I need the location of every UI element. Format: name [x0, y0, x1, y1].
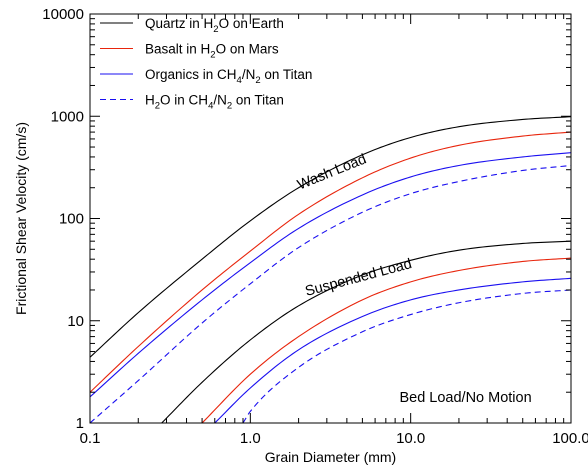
region-label-1: Wash Load: [295, 151, 369, 193]
y-tick-label: 10000: [42, 6, 84, 23]
x-tick-label: 10.0: [396, 430, 425, 447]
x-tick-label: 1.0: [240, 430, 261, 447]
y-tick-label: 10: [67, 313, 84, 330]
series-line-2: [90, 131, 571, 393]
y-tick-label: 100: [59, 211, 84, 228]
series-line-3: [90, 152, 571, 398]
legend-label-4: H2O in CH4/N2 on Titan: [145, 93, 284, 112]
series-line-5: [161, 240, 571, 423]
annotation-layer: Wash Load Suspended Load Bed Load/No Motio…: [295, 151, 531, 406]
legend: Quartz in H2O on Earth Basalt in H2O on M…: [100, 16, 312, 112]
y-tick-label: 1000: [51, 108, 84, 125]
region-label-3: Bed Load/No Motion: [399, 390, 531, 406]
series-line-6: [201, 257, 571, 423]
y-tick-label: 1: [76, 415, 84, 432]
legend-label-2: Basalt in H2O on Mars: [145, 42, 279, 61]
series-line-1: [90, 116, 571, 358]
x-tick-label: 0.1: [80, 430, 101, 447]
series-line-7: [214, 277, 571, 423]
legend-label-1: Quartz in H2O on Earth: [145, 16, 284, 35]
y-axis-label: Frictional Shear Velocity (cm/s): [13, 122, 29, 315]
tick-layer: 0.1 1.0 10.0 100.0 1 10 100 1000 10000: [42, 6, 588, 447]
x-tick-label: 100.0: [552, 430, 588, 447]
region-label-2: Suspended Load: [303, 256, 413, 300]
x-axis-label: Grain Diameter (mm): [265, 449, 396, 465]
series-layer: [90, 116, 571, 423]
legend-label-3: Organics in CH4/N2 on Titan: [145, 67, 312, 86]
series-line-4: [90, 164, 571, 423]
